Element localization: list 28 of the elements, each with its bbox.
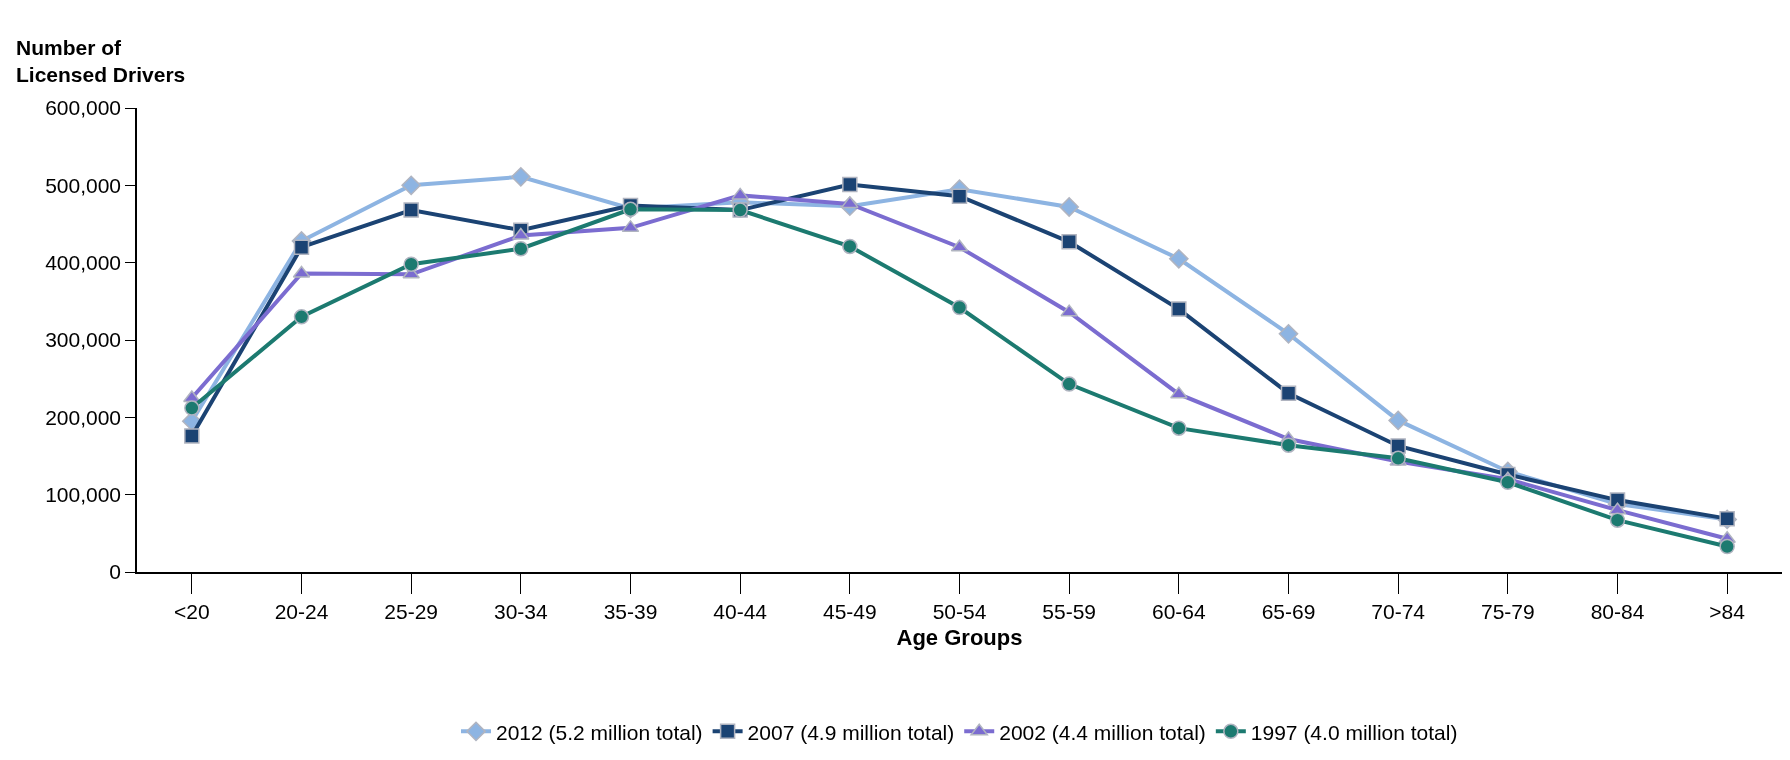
x-tick-label: 25-29 (384, 599, 439, 623)
x-tick-label: 50-54 (932, 599, 987, 623)
x-axis-title: Age Groups (896, 625, 1023, 651)
x-tick-label: 60-64 (1151, 599, 1206, 623)
x-tick-label: 70-74 (1371, 599, 1426, 623)
legend-label: 2012 (5.2 million total) (496, 720, 703, 744)
y-tick-label: 300,000 (45, 328, 122, 352)
legend-label: 2007 (4.9 million total) (747, 720, 955, 744)
x-tick-label: 65-69 (1261, 599, 1316, 623)
y-tick-label: 100,000 (45, 483, 122, 507)
x-tick-label: 45-49 (822, 599, 877, 623)
y-axis-title: Number of Licensed Drivers (16, 36, 186, 87)
y-tick-label: 600,000 (45, 96, 122, 120)
legend-label: 2002 (4.4 million total) (999, 720, 1206, 744)
x-tick-label: 55-59 (1042, 599, 1097, 623)
x-tick-label: 35-39 (603, 599, 658, 623)
x-tick-label: <20 (174, 599, 210, 623)
x-tick-label: 40-44 (713, 599, 768, 623)
legend-label: 1997 (4.0 million total) (1250, 720, 1458, 744)
x-tick-label: 20-24 (274, 599, 329, 623)
x-tick-label: >84 (1709, 599, 1746, 623)
x-tick-label: 75-79 (1480, 599, 1535, 623)
x-tick-label: 30-34 (493, 599, 548, 623)
y-tick-label: 500,000 (45, 173, 122, 197)
x-tick-label: 80-84 (1590, 599, 1645, 623)
y-tick-label: 400,000 (45, 251, 122, 275)
y-tick-label: 200,000 (45, 405, 122, 429)
y-tick-label: 0 (109, 560, 122, 584)
